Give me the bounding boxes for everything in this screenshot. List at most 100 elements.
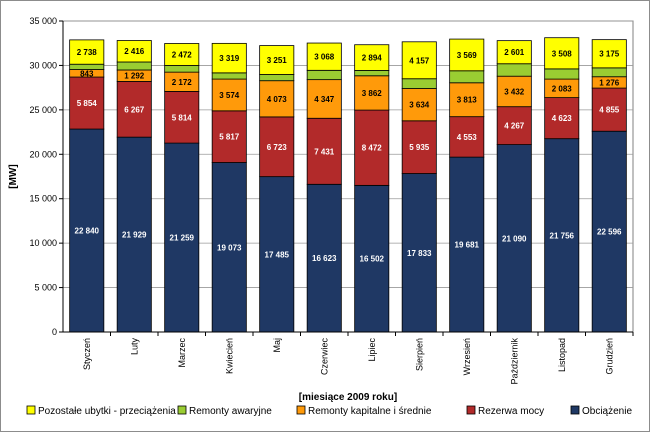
data-label: 17 485	[265, 250, 290, 259]
axes: 0 5 000 10 000 15 000 20 000 25 000 30 000 35 0…	[29, 16, 634, 385]
data-label: 7 431	[314, 147, 335, 156]
legend-swatch	[296, 405, 306, 415]
legend-label: Remonty awaryjne	[189, 406, 272, 417]
y-tick-label: 10 000	[29, 238, 57, 248]
x-tick-label: Grudzień	[604, 338, 614, 375]
data-label: 3 251	[267, 56, 288, 65]
data-label: 6 723	[267, 143, 288, 152]
y-tick-label: 30 000	[29, 60, 57, 70]
bar-segment	[116, 61, 152, 71]
x-tick-label: Maj	[272, 338, 282, 353]
legend-swatch	[177, 405, 187, 415]
data-label: 21 929	[122, 231, 147, 240]
bar-segment	[164, 43, 200, 66]
x-tick-label: Styczeń	[82, 338, 92, 370]
data-label: 16 623	[312, 254, 337, 263]
bar-segment	[401, 78, 437, 89]
bar-segment	[306, 79, 342, 119]
bar-segment	[164, 142, 200, 333]
bar-segment	[354, 75, 390, 111]
bar-segment	[116, 81, 152, 138]
data-label: 3 175	[599, 50, 620, 59]
data-label: 4 855	[599, 106, 620, 115]
data-label: 3 508	[552, 49, 573, 58]
data-label: 3 574	[219, 91, 240, 100]
bar-segment	[306, 42, 342, 71]
bar-segment	[591, 67, 627, 78]
data-label: 16 502	[360, 255, 385, 264]
bar-segment	[591, 39, 627, 69]
bar-segment	[544, 97, 580, 140]
data-label: 2 894	[362, 54, 383, 63]
bar-segment	[401, 173, 437, 333]
bar-segment	[211, 78, 247, 112]
y-tick-label: 35 000	[29, 16, 57, 26]
data-label: 5 814	[172, 113, 193, 122]
bar-segment	[211, 72, 247, 80]
data-label: 21 090	[502, 234, 527, 243]
data-label: 3 813	[457, 96, 478, 105]
data-labels: 22 840 5 854 843 2 738 21 929 6 267 1 292 2 416…	[75, 47, 623, 263]
bar-segment	[164, 91, 200, 144]
bar-segment	[401, 120, 437, 174]
bar-segment	[116, 40, 152, 63]
bar-segment	[354, 44, 390, 71]
bar-segment	[544, 37, 580, 70]
data-label: 3 319	[219, 54, 240, 63]
data-label: 2 083	[552, 84, 573, 93]
data-label: 22 596	[597, 228, 622, 237]
data-label: 1 292	[124, 72, 145, 81]
bar-segment	[354, 184, 390, 333]
bar-segment	[306, 69, 342, 81]
data-label: 4 267	[504, 122, 525, 131]
bar-segment	[449, 82, 485, 118]
data-label: 3 634	[409, 101, 430, 110]
bar-segment	[259, 74, 295, 82]
x-tick-label: Sierpień	[414, 338, 424, 371]
y-tick-label: 15 000	[29, 194, 57, 204]
data-label: 2 601	[504, 48, 525, 57]
y-tick-label: 5 000	[34, 283, 57, 293]
x-tick-label: Marzec	[177, 338, 187, 368]
legend-label: Obciążenie	[582, 406, 632, 417]
y-tick-label: 20 000	[29, 149, 57, 159]
y-tick-label: 0	[52, 327, 57, 337]
data-label: 2 738	[77, 48, 98, 57]
data-label: 3 068	[314, 53, 335, 62]
legend-swatch	[570, 405, 580, 415]
bar-segment	[354, 109, 390, 186]
data-label: 4 347	[314, 95, 335, 104]
bar-segment	[544, 68, 580, 80]
bar-segment	[211, 42, 247, 74]
data-label: 5 935	[409, 143, 430, 152]
legend-label: Remonty kapitalne i średnie	[308, 406, 432, 417]
bar-segment	[259, 176, 295, 333]
data-label: 2 416	[124, 47, 145, 56]
data-label: 19 681	[455, 241, 480, 250]
data-label: 1 276	[599, 78, 620, 87]
bar-segment	[354, 70, 390, 77]
bar-segment	[496, 40, 532, 65]
bar-segment	[449, 38, 485, 72]
x-tick-label: Wrzesień	[462, 338, 472, 375]
legend: Pozostałe ubytki - przeciążenia Remonty a…	[26, 405, 632, 417]
data-label: 5 854	[77, 99, 98, 108]
y-tick-label: 25 000	[29, 105, 57, 115]
x-tick-label: Październik	[509, 338, 519, 385]
bar-segment	[449, 156, 485, 333]
bar-segment	[496, 63, 532, 77]
data-label: 3 862	[362, 89, 383, 98]
data-label: 22 840	[75, 227, 100, 236]
bar-segment	[544, 138, 580, 333]
bar-segment	[449, 70, 485, 84]
data-label: 5 817	[219, 133, 240, 142]
bar-segment	[401, 41, 437, 80]
legend-label: Pozostałe ubytki - przeciążenia	[38, 406, 176, 417]
bar-segment	[306, 183, 342, 333]
bar-segment	[69, 39, 105, 65]
bar-segment	[496, 106, 532, 146]
data-label: 4 553	[457, 133, 478, 142]
legend-label: Rezerwa mocy	[478, 406, 544, 417]
